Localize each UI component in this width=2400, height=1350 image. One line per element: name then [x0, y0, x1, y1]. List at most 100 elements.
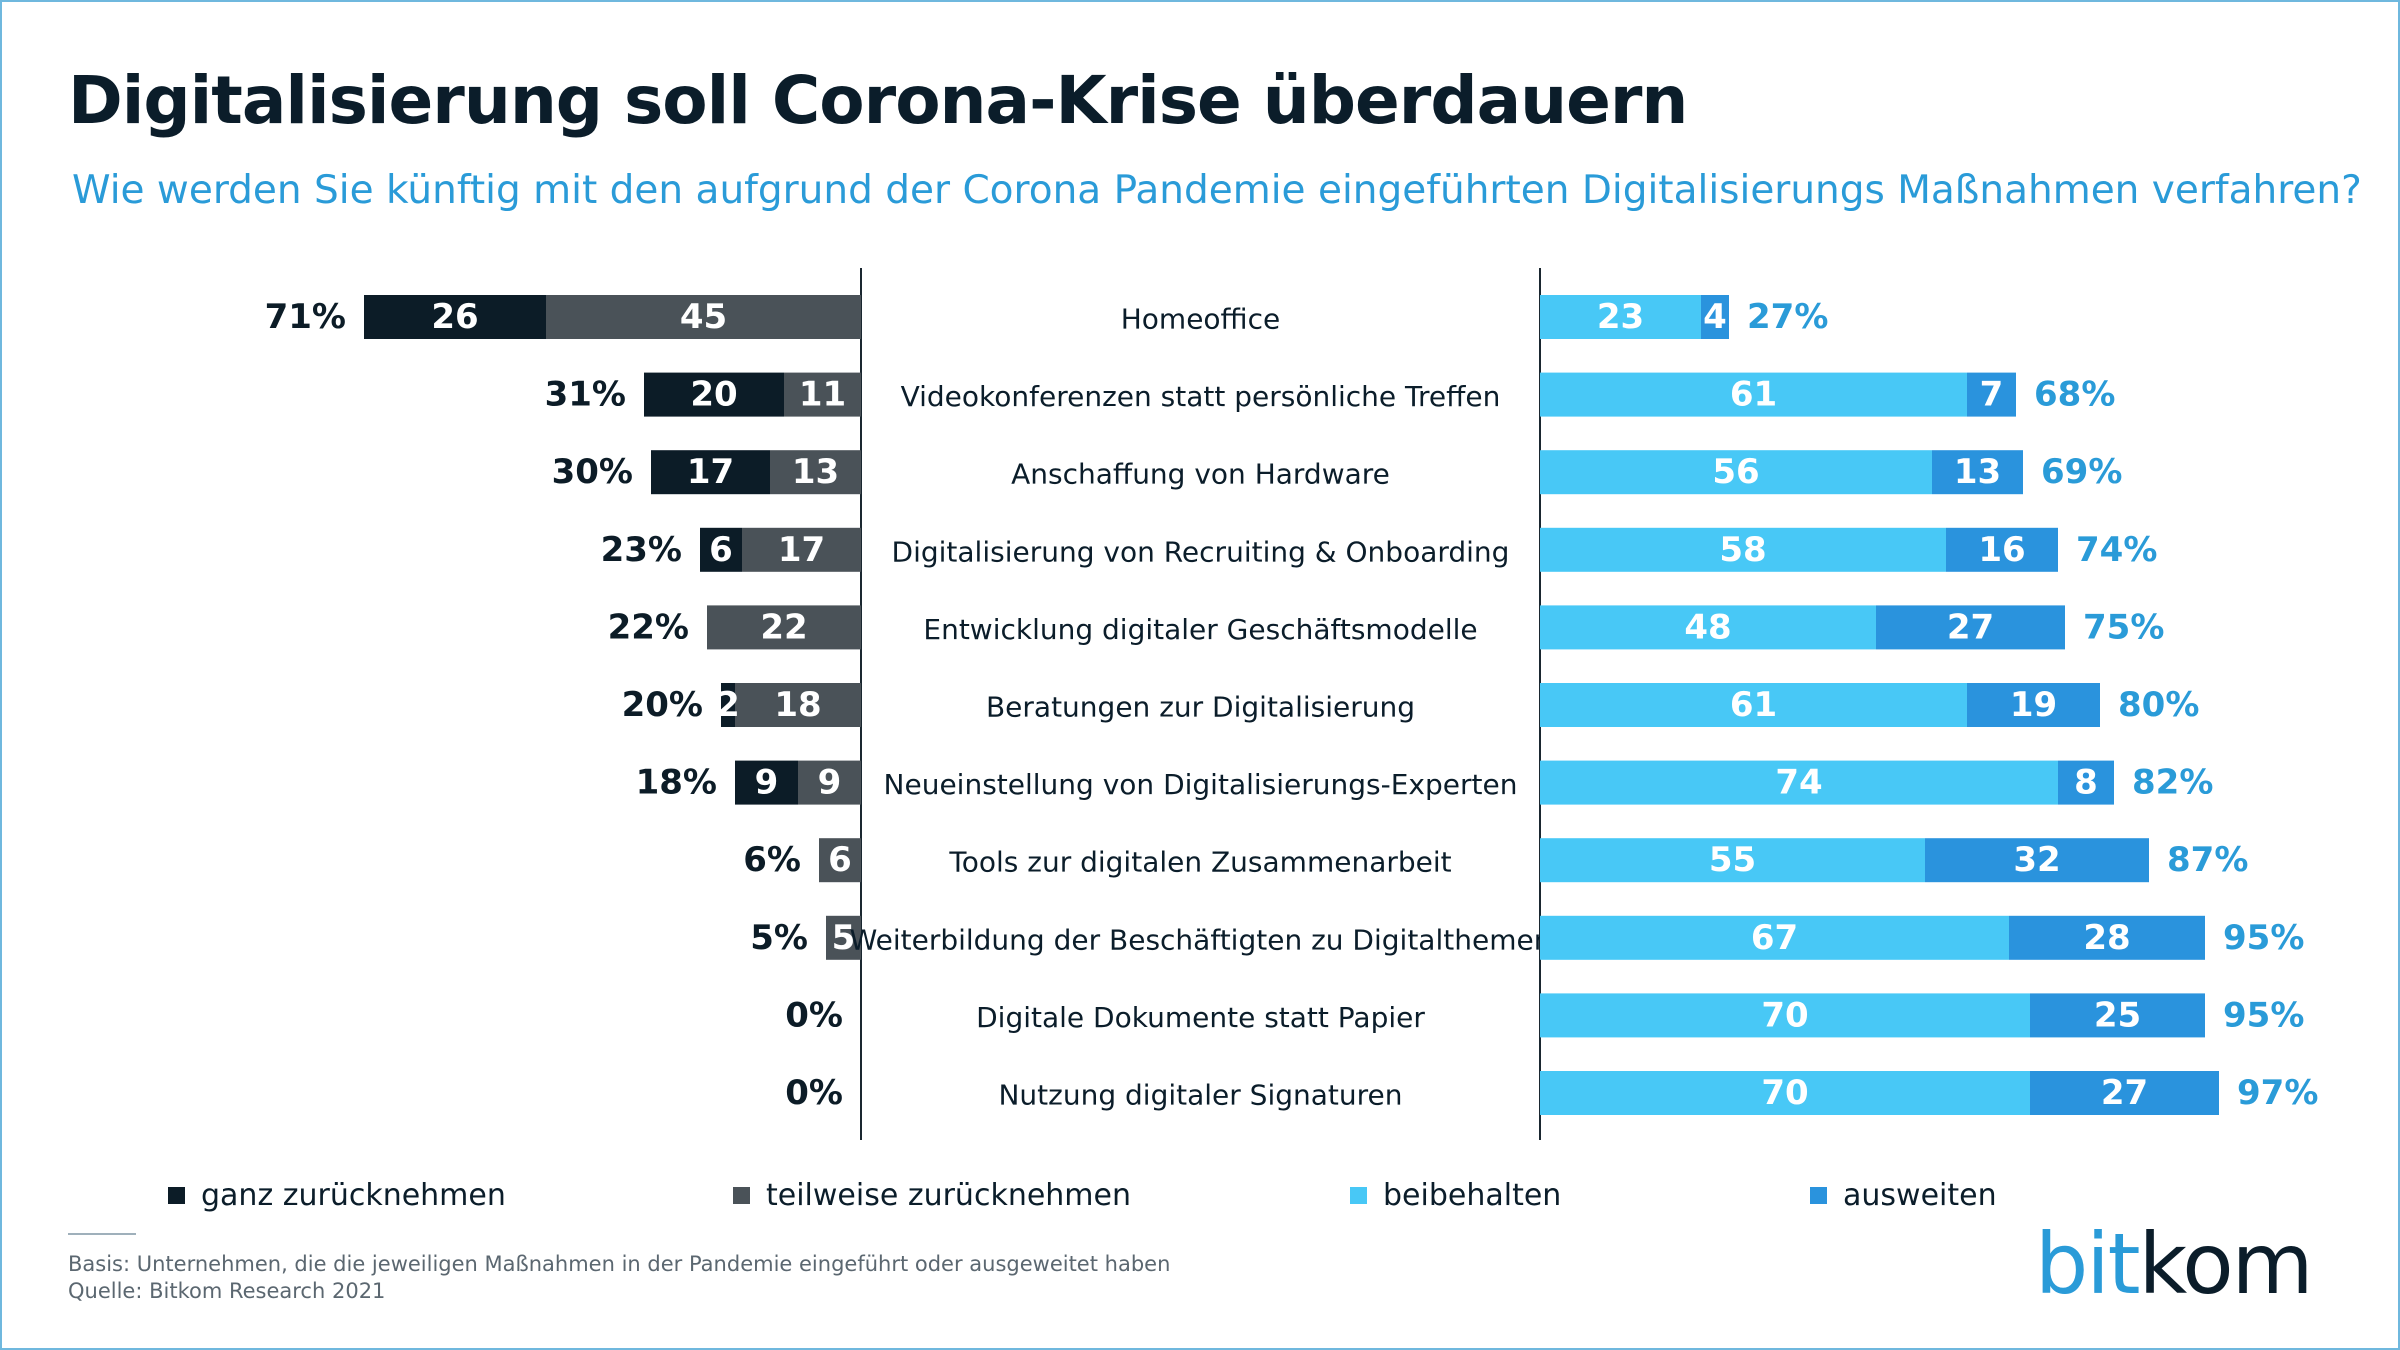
- left-total-nutzung-digitaler-signaturen: 0%: [785, 1073, 843, 1113]
- bar-beibehalten-neueinstellung-von-digitalisierungs-experten: [1540, 760, 2058, 805]
- bar-ganz-homeoffice: [364, 295, 546, 339]
- label-ganz-digitalisierung-von-recruiting-onboarding: 6: [709, 530, 733, 570]
- right-total-homeoffice: 27%: [1747, 297, 1828, 337]
- bar-ganz-anschaffung-von-hardware: [651, 450, 770, 495]
- bar-beibehalten-digitalisierung-von-recruiting-onboarding: [1540, 527, 1946, 572]
- footer-divider: [68, 1233, 136, 1235]
- right-total-neueinstellung-von-digitalisierungs-experten: 82%: [2132, 763, 2213, 803]
- legend-item-ganz: ganz zurücknehmen: [168, 1178, 506, 1213]
- legend-swatch-beibehalten: [1350, 1187, 1367, 1204]
- bar-teilweise-beratungen-zur-digitalisierung: [735, 683, 861, 727]
- legend-item-ausweiten: ausweiten: [1810, 1178, 1997, 1213]
- footer-source: Quelle: Bitkom Research 2021: [68, 1279, 386, 1303]
- label-beibehalten-digitale-dokumente-statt-papier: 70: [1761, 995, 1808, 1035]
- label-teilweise-entwicklung-digitaler-geschaeftsmodelle: 22: [760, 607, 807, 647]
- bar-beibehalten-digitale-dokumente-statt-papier: [1540, 993, 2030, 1038]
- label-beibehalten-nutzung-digitaler-signaturen: 70: [1761, 1073, 1808, 1113]
- left-total-neueinstellung-von-digitalisierungs-experten: 18%: [636, 763, 717, 803]
- label-teilweise-digitalisierung-von-recruiting-onboarding: 17: [778, 530, 825, 570]
- bar-beibehalten-homeoffice: [1540, 295, 1701, 339]
- label-beibehalten-tools-zur-digitalen-zusammenarbeit: 55: [1709, 840, 1756, 880]
- bar-teilweise-weiterbildung-der-beschaeftigten-zu-digitalthemen: [826, 915, 861, 960]
- label-ausweiten-entwicklung-digitaler-geschaeftsmodelle: 27: [1947, 607, 1994, 647]
- left-total-beratungen-zur-digitalisierung: 20%: [622, 685, 703, 725]
- label-ausweiten-anschaffung-von-hardware: 13: [1954, 452, 2001, 492]
- label-beibehalten-neueinstellung-von-digitalisierungs-experten: 74: [1775, 763, 1822, 803]
- right-total-tools-zur-digitalen-zusammenarbeit: 87%: [2167, 840, 2248, 880]
- right-total-entwicklung-digitaler-geschaeftsmodelle: 75%: [2083, 607, 2164, 647]
- legend-item-teilweise: teilweise zurücknehmen: [733, 1178, 1131, 1213]
- category-label-tools-zur-digitalen-zusammenarbeit: Tools zur digitalen Zusammenarbeit: [948, 846, 1451, 879]
- label-ausweiten-nutzung-digitaler-signaturen: 27: [2101, 1073, 2148, 1113]
- left-total-anschaffung-von-hardware: 30%: [552, 452, 633, 492]
- bar-ausweiten-neueinstellung-von-digitalisierungs-experten: [2058, 760, 2114, 805]
- label-ausweiten-videokonferenzen-statt-persoenliche-treffen: 7: [1980, 375, 2004, 415]
- label-ganz-anschaffung-von-hardware: 17: [687, 452, 734, 492]
- bar-ausweiten-entwicklung-digitaler-geschaeftsmodelle: [1876, 605, 2065, 650]
- bar-ganz-videokonferenzen-statt-persoenliche-treffen: [644, 372, 784, 417]
- label-ausweiten-tools-zur-digitalen-zusammenarbeit: 32: [2013, 840, 2060, 880]
- category-label-digitalisierung-von-recruiting-onboarding: Digitalisierung von Recruiting & Onboard…: [892, 535, 1510, 568]
- bar-ausweiten-anschaffung-von-hardware: [1932, 450, 2023, 495]
- label-ganz-videokonferenzen-statt-persoenliche-treffen: 20: [690, 375, 737, 415]
- label-ganz-neueinstellung-von-digitalisierungs-experten: 9: [755, 763, 779, 803]
- legend-label-ausweiten: ausweiten: [1843, 1178, 1997, 1213]
- chart-title: Digitalisierung soll Corona-Krise überda…: [68, 62, 1688, 139]
- bar-ausweiten-tools-zur-digitalen-zusammenarbeit: [1925, 838, 2149, 883]
- logo-part-bit: bit: [2035, 1215, 2141, 1313]
- bar-teilweise-neueinstellung-von-digitalisierungs-experten: [798, 760, 861, 805]
- label-beibehalten-digitalisierung-von-recruiting-onboarding: 58: [1719, 530, 1766, 570]
- category-label-nutzung-digitaler-signaturen: Nutzung digitaler Signaturen: [998, 1079, 1402, 1112]
- category-label-neueinstellung-von-digitalisierungs-experten: Neueinstellung von Digitalisierungs-Expe…: [884, 768, 1518, 801]
- label-beibehalten-anschaffung-von-hardware: 56: [1712, 452, 1759, 492]
- bar-teilweise-tools-zur-digitalen-zusammenarbeit: [819, 838, 861, 883]
- category-label-videokonferenzen-statt-persoenliche-treffen: Videokonferenzen statt persönliche Treff…: [901, 380, 1501, 413]
- bar-beibehalten-tools-zur-digitalen-zusammenarbeit: [1540, 838, 1925, 883]
- legend-label-ganz: ganz zurücknehmen: [201, 1178, 506, 1213]
- bar-beibehalten-weiterbildung-der-beschaeftigten-zu-digitalthemen: [1540, 915, 2009, 960]
- right-total-anschaffung-von-hardware: 69%: [2041, 452, 2122, 492]
- bar-teilweise-entwicklung-digitaler-geschaeftsmodelle: [707, 605, 861, 650]
- label-teilweise-homeoffice: 45: [680, 297, 727, 337]
- label-ganz-beratungen-zur-digitalisierung: 2: [716, 685, 740, 725]
- legend-swatch-teilweise: [733, 1187, 750, 1204]
- right-total-videokonferenzen-statt-persoenliche-treffen: 68%: [2034, 375, 2115, 415]
- category-label-weiterbildung-der-beschaeftigten-zu-digitalthemen: Weiterbildung der Beschäftigten zu Digit…: [850, 923, 1552, 956]
- bar-beibehalten-videokonferenzen-statt-persoenliche-treffen: [1540, 372, 1967, 417]
- bar-ausweiten-homeoffice: [1701, 295, 1729, 339]
- bar-beibehalten-entwicklung-digitaler-geschaeftsmodelle: [1540, 605, 1876, 650]
- label-beibehalten-homeoffice: 23: [1597, 297, 1644, 337]
- category-label-beratungen-zur-digitalisierung: Beratungen zur Digitalisierung: [986, 691, 1415, 724]
- logo-part-kom: kom: [2138, 1215, 2314, 1313]
- category-label-entwicklung-digitaler-geschaeftsmodelle: Entwicklung digitaler Geschäftsmodelle: [923, 613, 1477, 646]
- legend-item-beibehalten: beibehalten: [1350, 1178, 1561, 1213]
- bar-beibehalten-beratungen-zur-digitalisierung: [1540, 683, 1967, 727]
- left-total-videokonferenzen-statt-persoenliche-treffen: 31%: [545, 375, 626, 415]
- left-total-digitalisierung-von-recruiting-onboarding: 23%: [601, 530, 682, 570]
- bar-teilweise-anschaffung-von-hardware: [770, 450, 861, 495]
- bar-ganz-neueinstellung-von-digitalisierungs-experten: [735, 760, 798, 805]
- label-teilweise-neueinstellung-von-digitalisierungs-experten: 9: [818, 763, 842, 803]
- bar-ausweiten-nutzung-digitaler-signaturen: [2030, 1071, 2219, 1115]
- bar-ausweiten-beratungen-zur-digitalisierung: [1967, 683, 2100, 727]
- label-teilweise-beratungen-zur-digitalisierung: 18: [774, 685, 821, 725]
- label-teilweise-tools-zur-digitalen-zusammenarbeit: 6: [828, 840, 852, 880]
- left-total-weiterbildung-der-beschaeftigten-zu-digitalthemen: 5%: [750, 918, 808, 958]
- bar-ausweiten-digitalisierung-von-recruiting-onboarding: [1946, 527, 2058, 572]
- label-ausweiten-weiterbildung-der-beschaeftigten-zu-digitalthemen: 28: [2083, 918, 2130, 958]
- right-total-nutzung-digitaler-signaturen: 97%: [2237, 1073, 2318, 1113]
- category-label-digitale-dokumente-statt-papier: Digitale Dokumente statt Papier: [976, 1001, 1425, 1034]
- label-ausweiten-neueinstellung-von-digitalisierungs-experten: 8: [2074, 763, 2098, 803]
- label-ausweiten-homeoffice: 4: [1703, 297, 1727, 337]
- legend-swatch-ausweiten: [1810, 1187, 1827, 1204]
- left-total-tools-zur-digitalen-zusammenarbeit: 6%: [743, 840, 801, 880]
- bar-ausweiten-digitale-dokumente-statt-papier: [2030, 993, 2205, 1038]
- legend-label-teilweise: teilweise zurücknehmen: [766, 1178, 1131, 1213]
- category-label-anschaffung-von-hardware: Anschaffung von Hardware: [1011, 458, 1390, 491]
- left-total-entwicklung-digitaler-geschaeftsmodelle: 22%: [608, 607, 689, 647]
- label-teilweise-videokonferenzen-statt-persoenliche-treffen: 11: [799, 375, 846, 415]
- bar-beibehalten-nutzung-digitaler-signaturen: [1540, 1071, 2030, 1115]
- bar-beibehalten-anschaffung-von-hardware: [1540, 450, 1932, 495]
- label-ganz-homeoffice: 26: [431, 297, 478, 337]
- left-total-digitale-dokumente-statt-papier: 0%: [785, 995, 843, 1035]
